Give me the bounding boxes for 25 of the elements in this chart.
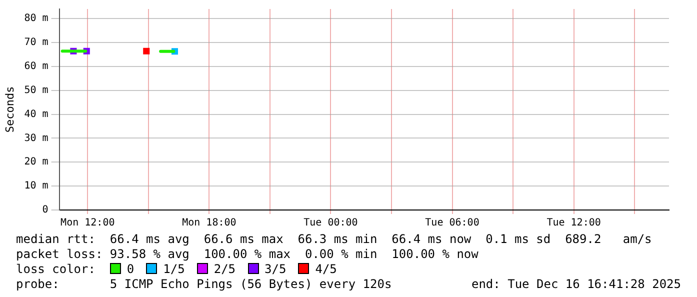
legend-label: 1/5	[163, 262, 185, 276]
legend-label: 0	[126, 262, 134, 276]
legend-label: 4/5	[315, 262, 337, 276]
y-tick-label: 0	[42, 204, 48, 216]
x-tick-label: Tue 06:00	[425, 218, 480, 229]
y-tick-label: 10 m	[24, 180, 48, 192]
legend-label: 2/5	[214, 262, 236, 276]
y-tick-label: 40 m	[24, 108, 48, 120]
y-tick-label: 60 m	[24, 61, 48, 72]
x-tick-label: Tue 12:00	[546, 218, 601, 229]
legend-label: 3/5	[264, 262, 286, 276]
text: probe: 5 ICMP Echo Pings (56 Bytes) every 120s	[16, 277, 392, 292]
y-tick-label: 70 m	[24, 37, 48, 48]
x-tick-label: Mon 12:00	[60, 218, 115, 229]
text: packet loss: 93.58 % avg 100.00 % max 0.00 % min 100.00 % now	[16, 247, 480, 262]
y-tick-label: 50 m	[24, 84, 48, 96]
text: median rtt: 66.4 ms avg 66.6 ms max 66.3 ms min 66.4 ms now 0.1 ms sd 689.2 am/s	[16, 232, 653, 247]
x-tick-label: Mon 18:00	[182, 218, 236, 229]
y-tick-label: 20 m	[24, 156, 48, 168]
legend-title: loss color:	[16, 262, 96, 276]
y-tick-label: 80 m	[24, 13, 48, 24]
y-axis-title: Seconds	[3, 86, 16, 133]
y-tick-label: 30 m	[24, 132, 48, 144]
text: end: Tue Dec 16 16:41:28 2025	[471, 277, 681, 292]
x-tick-label: Tue 00:00	[304, 218, 358, 229]
